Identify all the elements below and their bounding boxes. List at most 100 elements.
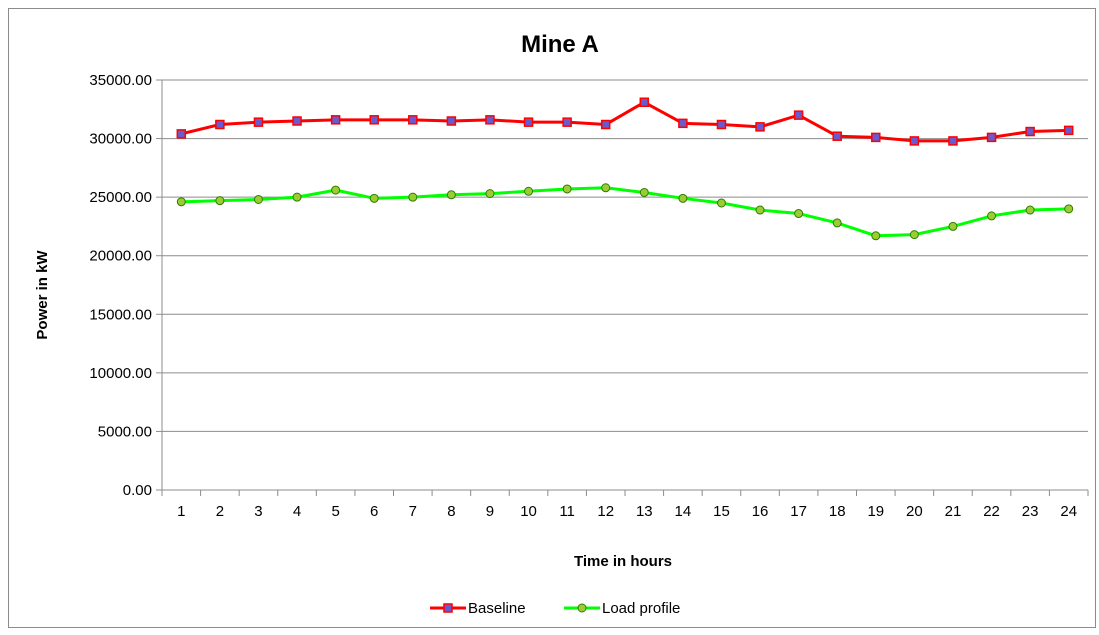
x-tick-label: 14 xyxy=(675,503,692,520)
x-tick-label: 2 xyxy=(216,503,224,520)
data-point xyxy=(253,117,264,127)
y-tick-label: 0.00 xyxy=(123,482,152,499)
data-point xyxy=(1063,125,1074,136)
x-tick-label: 8 xyxy=(447,503,455,520)
x-axis-title: Time in hours xyxy=(574,553,672,570)
data-point xyxy=(408,192,418,202)
data-point xyxy=(253,194,263,204)
x-tick-labels: 1 2 3 4 5 6 7 8 9 10 11 12 13 14 15 16 17 18 19 20 21 22 23 24 xyxy=(177,503,1077,520)
data-point xyxy=(215,119,225,130)
legend-label: Baseline xyxy=(468,600,526,617)
axes xyxy=(156,79,1089,496)
data-point xyxy=(986,132,997,143)
x-tick-label: 4 xyxy=(293,503,301,520)
series-line xyxy=(180,100,1069,143)
x-tick-label: 24 xyxy=(1060,503,1077,520)
data-point xyxy=(948,221,958,231)
data-point xyxy=(331,185,341,195)
data-point xyxy=(601,183,611,193)
x-tick-label: 7 xyxy=(409,503,417,520)
legend-marker xyxy=(443,603,453,613)
data-point xyxy=(215,196,225,206)
x-tick-label: 1 xyxy=(177,503,185,520)
legend-marker xyxy=(577,603,587,613)
y-tick-label: 10000.00 xyxy=(89,365,152,382)
data-point xyxy=(639,187,649,197)
data-point xyxy=(909,136,920,146)
y-tick-labels: 0.00 5000.00 10000.00 15000.00 20000.00 25000… xyxy=(89,72,152,499)
data-point xyxy=(909,230,919,240)
data-point xyxy=(948,136,958,146)
data-point xyxy=(678,193,688,203)
data-point xyxy=(755,122,765,132)
x-tick-label: 5 xyxy=(331,503,339,520)
y-tick-label: 15000.00 xyxy=(89,306,152,323)
data-point xyxy=(1025,126,1035,137)
x-tick-label: 20 xyxy=(906,503,923,520)
data-point xyxy=(369,115,379,125)
x-tick-label: 9 xyxy=(486,503,494,520)
series-group xyxy=(176,97,1074,241)
x-tick-label: 16 xyxy=(752,503,769,520)
x-tick-label: 13 xyxy=(636,503,653,520)
data-point xyxy=(639,97,650,108)
series-1 xyxy=(176,183,1074,241)
data-point xyxy=(523,117,534,127)
data-point xyxy=(755,205,765,215)
data-point xyxy=(176,129,187,139)
y-tick-label: 30000.00 xyxy=(89,131,152,148)
data-point xyxy=(1064,204,1074,214)
legend-label: Load profile xyxy=(602,600,680,617)
chart-title: Mine A xyxy=(521,31,599,58)
data-point xyxy=(871,132,881,143)
x-tick-label: 3 xyxy=(254,503,262,520)
data-point xyxy=(562,184,572,194)
chart-frame xyxy=(8,8,1096,628)
x-tick-label: 21 xyxy=(945,503,962,520)
x-tick-label: 15 xyxy=(713,503,730,520)
y-axis-title: Power in kW xyxy=(34,250,51,340)
data-point xyxy=(176,197,186,207)
series-0 xyxy=(176,97,1074,146)
x-tick-label: 18 xyxy=(829,503,846,520)
series-line xyxy=(181,186,1069,238)
data-point xyxy=(292,116,302,126)
y-tick-label: 20000.00 xyxy=(89,248,152,265)
data-point xyxy=(600,119,611,130)
data-point xyxy=(330,115,341,125)
data-point xyxy=(716,119,727,130)
data-point xyxy=(562,117,572,127)
data-point xyxy=(485,189,495,199)
y-tick-label: 25000.00 xyxy=(89,189,152,206)
x-tick-label: 23 xyxy=(1022,503,1039,520)
data-point xyxy=(793,110,804,120)
x-tick-label: 11 xyxy=(559,503,575,520)
data-point xyxy=(678,118,688,129)
gridlines xyxy=(162,79,1088,432)
data-point xyxy=(446,116,457,126)
x-tick-label: 19 xyxy=(867,503,884,520)
data-point xyxy=(716,198,726,208)
x-tick-label: 10 xyxy=(520,503,537,520)
data-point xyxy=(1025,205,1035,215)
data-point xyxy=(524,186,534,196)
y-tick-label: 35000.00 xyxy=(89,72,152,89)
data-point xyxy=(485,115,495,125)
x-tick-label: 17 xyxy=(790,503,807,520)
legend-item: Baseline xyxy=(430,600,526,617)
x-tick-label: 12 xyxy=(597,503,614,520)
legend: Baseline Load profile xyxy=(430,600,680,617)
data-point xyxy=(832,218,842,228)
data-point xyxy=(408,115,418,125)
data-point xyxy=(987,211,997,221)
data-point xyxy=(446,190,456,200)
data-point xyxy=(292,192,302,202)
x-tick-label: 22 xyxy=(983,503,1000,520)
y-tick-label: 5000.00 xyxy=(98,423,152,440)
data-point xyxy=(871,231,881,241)
legend-item: Load profile xyxy=(564,600,680,617)
data-point xyxy=(832,131,842,141)
data-point xyxy=(794,209,804,219)
x-tick-label: 6 xyxy=(370,503,378,520)
